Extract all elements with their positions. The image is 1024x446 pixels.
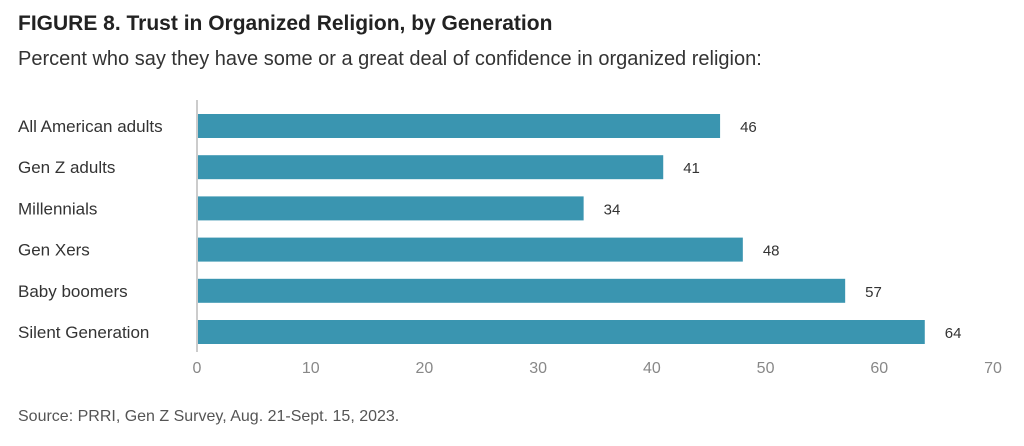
x-tick-label: 60: [870, 360, 888, 377]
bar: [198, 237, 743, 262]
x-tick-label: 30: [529, 360, 547, 377]
x-tick-label: 10: [302, 360, 320, 377]
data-label: 48: [763, 243, 780, 260]
data-label: 34: [604, 201, 621, 218]
category-label: Silent Generation: [18, 323, 149, 342]
category-label: Gen Xers: [18, 241, 90, 260]
data-label: 57: [865, 284, 882, 301]
x-tick-label: 20: [416, 360, 434, 377]
bars-layer: All American adults 46 Gen Z adults 41 Mille…: [18, 100, 1002, 377]
category-label: Baby boomers: [18, 282, 128, 301]
x-tick-label: 50: [757, 360, 775, 377]
data-label: 46: [740, 119, 757, 136]
category-label: Millennials: [18, 199, 97, 218]
bar: [198, 320, 925, 344]
bar: [198, 155, 664, 180]
category-label: All American adults: [18, 117, 163, 136]
bar: [198, 114, 721, 138]
bar: [198, 278, 846, 303]
bar: [198, 196, 584, 221]
source-note: Source: PRRI, Gen Z Survey, Aug. 21-Sept…: [18, 408, 400, 425]
category-label: Gen Z adults: [18, 158, 115, 177]
data-label: 64: [945, 325, 962, 342]
x-tick-label: 70: [984, 360, 1002, 377]
x-tick-label: 40: [643, 360, 661, 377]
chart-title: FIGURE 8. Trust in Organized Religion, b…: [18, 12, 553, 35]
chart-subtitle: Percent who say they have some or a grea…: [18, 48, 762, 70]
data-label: 41: [683, 160, 700, 177]
x-tick-label: 0: [193, 360, 202, 377]
